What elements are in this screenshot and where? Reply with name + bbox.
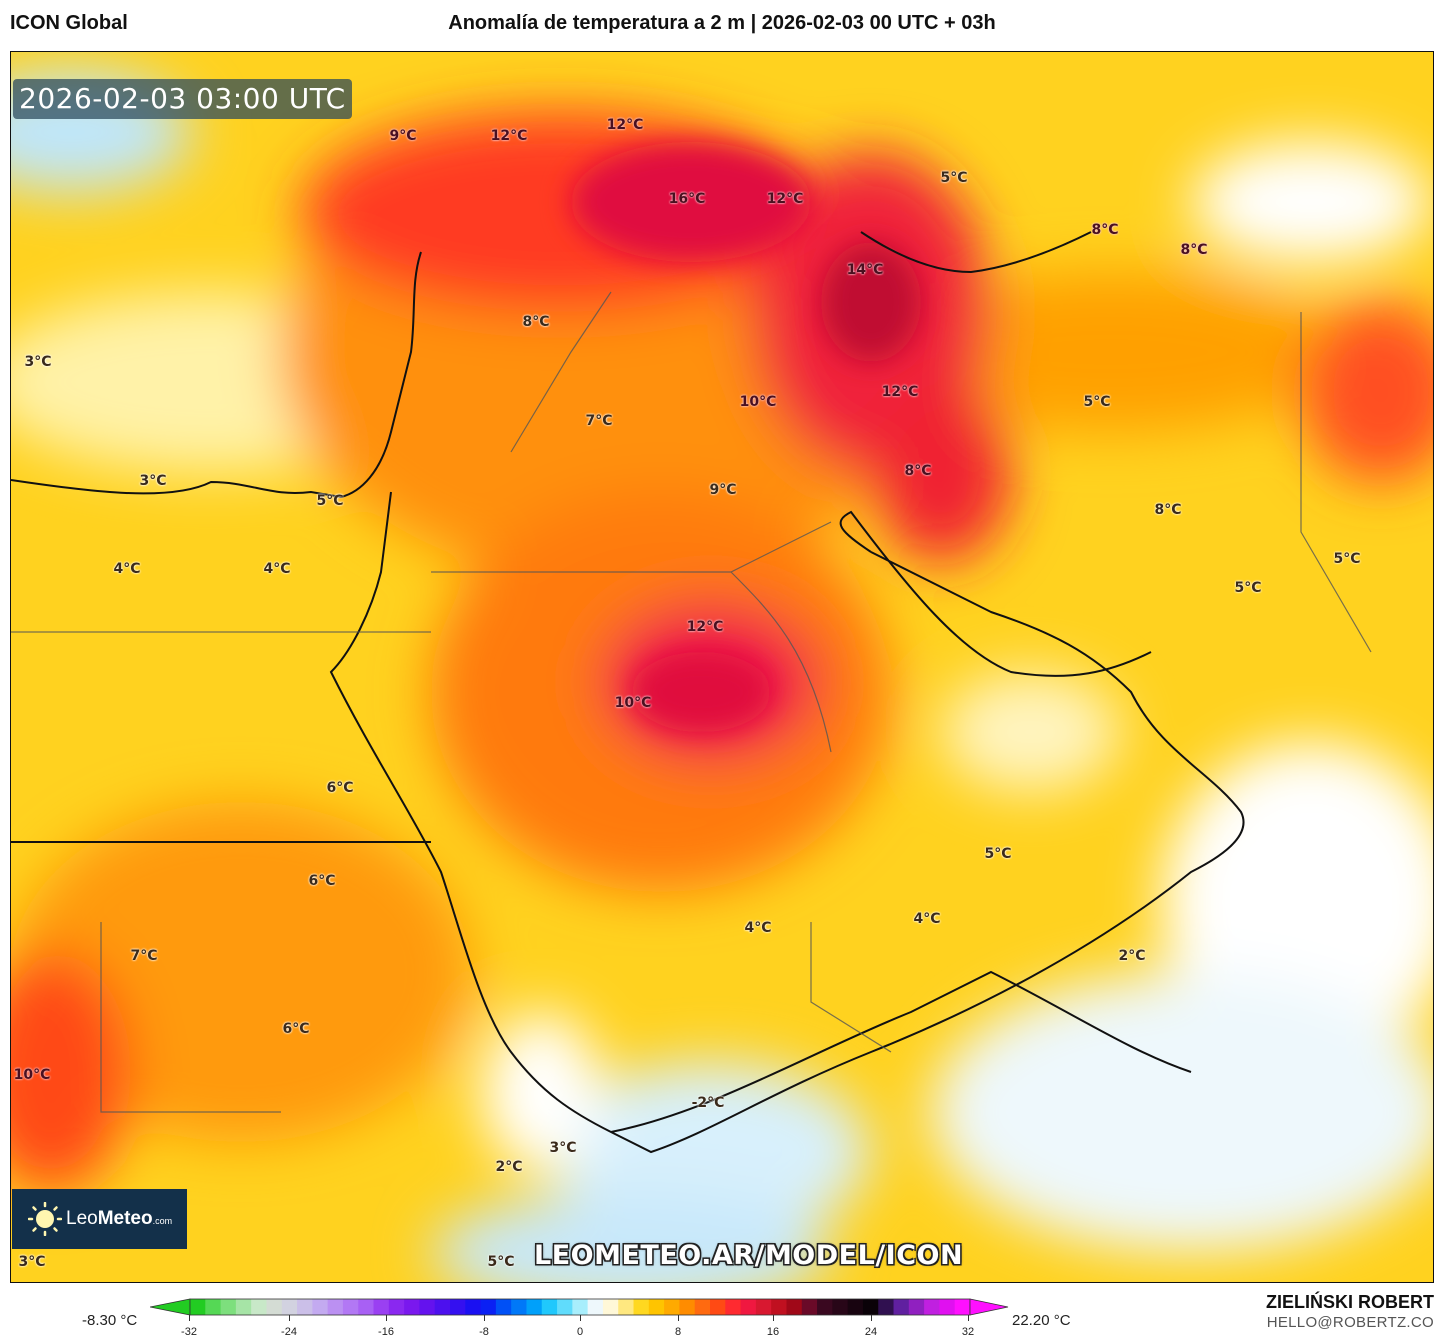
- colorbar-tick-label: 8: [674, 1326, 682, 1338]
- contour-label: 7°C: [130, 948, 158, 964]
- contour-label: 6°C: [308, 873, 336, 889]
- contour-label: 5°C: [1083, 394, 1111, 410]
- colorbar-tick-mark: [580, 1315, 581, 1321]
- contour-label: 5°C: [487, 1254, 515, 1270]
- colorbar-tick-mark: [484, 1315, 485, 1321]
- contour-label: 7°C: [585, 413, 613, 429]
- map-title: Anomalía de temperatura a 2 m | 2026-02-…: [448, 12, 996, 34]
- contour-label: 12°C: [606, 117, 644, 133]
- colorbar-tick-label: -16: [378, 1326, 394, 1338]
- contour-label: 5°C: [1234, 580, 1262, 596]
- logo-text: LeoMeteo.com: [66, 1208, 173, 1229]
- anomaly-field: [11, 52, 1433, 1282]
- contour-label: 8°C: [904, 463, 932, 479]
- contour-label: 5°C: [940, 170, 968, 186]
- contour-label: 9°C: [709, 482, 737, 498]
- contour-label: 3°C: [18, 1254, 46, 1270]
- contour-label: 5°C: [984, 846, 1012, 862]
- contour-label: 8°C: [1180, 242, 1208, 258]
- colorbar-tick-label: 16: [766, 1326, 780, 1338]
- contour-label: 16°C: [668, 191, 706, 207]
- contour-label: 4°C: [913, 911, 941, 927]
- contour-label: 3°C: [139, 473, 167, 489]
- contour-label: 10°C: [739, 394, 777, 410]
- model-name: ICON Global: [10, 12, 128, 34]
- contour-label: 12°C: [686, 619, 724, 635]
- contour-label: 2°C: [495, 1159, 523, 1175]
- contour-label: 5°C: [316, 493, 344, 509]
- leometeo-logo[interactable]: LeoMeteo.com: [12, 1189, 187, 1249]
- contour-label: 3°C: [24, 354, 52, 370]
- colorbar-tick-label: -32: [181, 1326, 197, 1338]
- colorbar-tick-mark: [289, 1315, 290, 1321]
- contour-label: 5°C: [1333, 551, 1361, 567]
- contour-label: 8°C: [522, 314, 550, 330]
- contour-label: 12°C: [490, 128, 528, 144]
- colorbar-tick-mark: [678, 1315, 679, 1321]
- contour-label: 6°C: [282, 1021, 310, 1037]
- colorbar-tick-mark: [189, 1315, 190, 1321]
- contour-label: 4°C: [113, 561, 141, 577]
- colorbar-tick-mark: [968, 1315, 969, 1321]
- sun-icon: [27, 1201, 63, 1237]
- colorbar-tick-mark: [773, 1315, 774, 1321]
- colorbar-min-value: -8.30 °C: [82, 1312, 138, 1329]
- contour-label: 10°C: [13, 1067, 51, 1083]
- author-name: ZIELIŃSKI ROBERT: [1265, 1292, 1434, 1312]
- colorbar-tick-label: -8: [479, 1326, 489, 1338]
- contour-label: 9°C: [389, 128, 417, 144]
- colorbar-tick-label: 32: [961, 1326, 975, 1338]
- contour-label: -2°C: [691, 1095, 725, 1111]
- contour-label: 8°C: [1154, 502, 1182, 518]
- temperature-anomaly-map[interactable]: 2026-02-03 03:00 UTC 9°C 12°C 12°C 16°C 12°C…: [10, 51, 1434, 1283]
- contour-label: 2°C: [1118, 948, 1146, 964]
- colorbar-tick-label: 24: [864, 1326, 878, 1338]
- contour-label: 12°C: [766, 191, 804, 207]
- contour-label: 12°C: [881, 384, 919, 400]
- contour-label: 6°C: [326, 780, 354, 796]
- author-email[interactable]: HELLO@ROBERTZ.CO: [1266, 1314, 1434, 1331]
- contour-label: 14°C: [846, 262, 884, 278]
- source-watermark: LEOMETEO.AR/MODEL/ICON: [534, 1240, 964, 1271]
- contour-label: 4°C: [263, 561, 291, 577]
- colorbar-tick-label: 0: [576, 1326, 584, 1338]
- contour-label: 8°C: [1091, 222, 1119, 238]
- colorbar-tick-mark: [871, 1315, 872, 1321]
- contour-label: 10°C: [614, 695, 652, 711]
- contour-label: 4°C: [744, 920, 772, 936]
- colorbar-tick-mark: [386, 1315, 387, 1321]
- contour-label: 3°C: [549, 1140, 577, 1156]
- colorbar-max-value: 22.20 °C: [1012, 1312, 1071, 1329]
- valid-time-badge: 2026-02-03 03:00 UTC: [13, 79, 352, 119]
- colorbar-tick-label: -24: [281, 1326, 297, 1338]
